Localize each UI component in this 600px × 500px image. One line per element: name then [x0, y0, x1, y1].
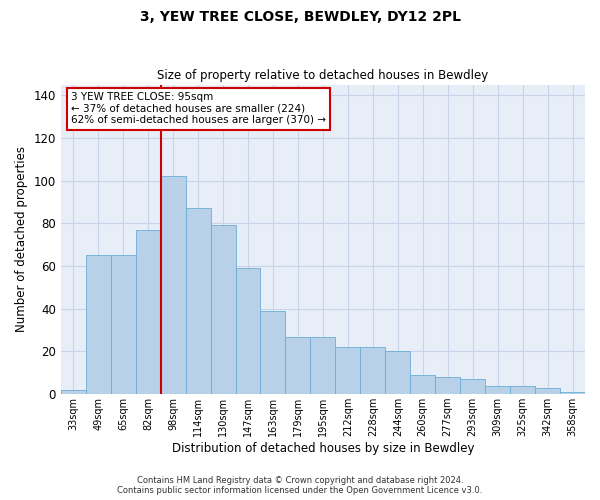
Bar — [211, 226, 236, 394]
Bar — [361, 347, 385, 394]
Title: Size of property relative to detached houses in Bewdley: Size of property relative to detached ho… — [157, 69, 488, 82]
Bar — [260, 311, 286, 394]
Bar — [560, 392, 585, 394]
Bar — [185, 208, 211, 394]
Text: 3 YEW TREE CLOSE: 95sqm
← 37% of detached houses are smaller (224)
62% of semi-d: 3 YEW TREE CLOSE: 95sqm ← 37% of detache… — [71, 92, 326, 126]
Bar — [435, 377, 460, 394]
Text: Contains HM Land Registry data © Crown copyright and database right 2024.
Contai: Contains HM Land Registry data © Crown c… — [118, 476, 482, 495]
Bar — [385, 352, 410, 394]
X-axis label: Distribution of detached houses by size in Bewdley: Distribution of detached houses by size … — [172, 442, 474, 455]
Bar — [310, 336, 335, 394]
Y-axis label: Number of detached properties: Number of detached properties — [15, 146, 28, 332]
Bar — [410, 375, 435, 394]
Bar — [485, 386, 510, 394]
Bar — [535, 388, 560, 394]
Bar — [61, 390, 86, 394]
Text: 3, YEW TREE CLOSE, BEWDLEY, DY12 2PL: 3, YEW TREE CLOSE, BEWDLEY, DY12 2PL — [139, 10, 461, 24]
Bar — [286, 336, 310, 394]
Bar — [510, 386, 535, 394]
Bar — [236, 268, 260, 394]
Bar — [335, 347, 361, 394]
Bar — [111, 256, 136, 394]
Bar — [86, 256, 111, 394]
Bar — [161, 176, 185, 394]
Bar — [460, 379, 485, 394]
Bar — [136, 230, 161, 394]
